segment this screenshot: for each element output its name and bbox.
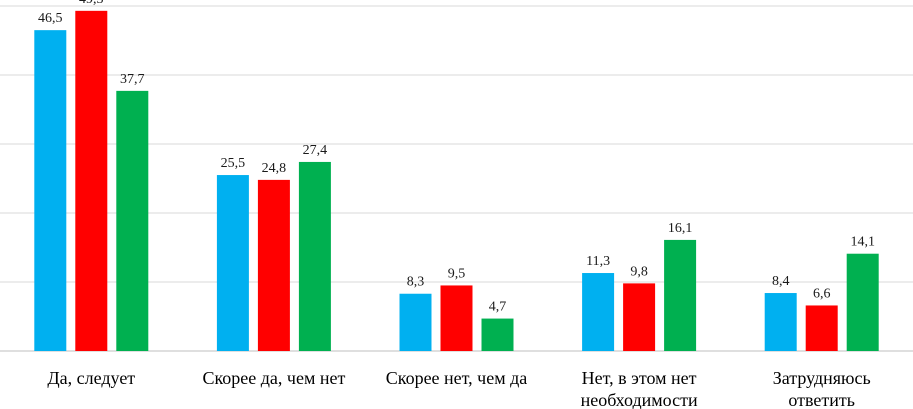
bar [623, 283, 656, 351]
category-label-line: Нет, в этом нет [582, 368, 697, 388]
bar [116, 90, 149, 352]
data-label: 37,7 [120, 72, 145, 87]
data-label: 24,8 [262, 161, 287, 176]
bar [298, 161, 331, 351]
bar [664, 239, 697, 351]
data-label: 8,4 [772, 274, 790, 289]
category-label: Да, следует [47, 368, 135, 388]
category-label-line: Скорее да, чем нет [202, 368, 345, 388]
bar [34, 30, 67, 352]
category-label-line: Скорее нет, чем да [386, 368, 528, 388]
data-labels: 46,5 49,3 37,7 25,5 24,8 27,4 8,3 9,5 4,7 11,3 9,8… [38, 0, 875, 315]
bar [764, 293, 797, 351]
bar [399, 293, 432, 351]
bars [34, 10, 879, 352]
category-label-line: необходимости [581, 390, 698, 409]
data-label: 27,4 [303, 143, 328, 158]
bar [75, 10, 108, 352]
data-label: 14,1 [850, 235, 875, 250]
category-label: Затрудняюсь ответить [773, 368, 871, 409]
bar [440, 285, 473, 351]
bar [257, 179, 290, 351]
category-label-line: Затрудняюсь [773, 368, 871, 388]
data-label: 49,3 [79, 0, 104, 7]
category-labels: Да, следует Скорее да, чем нет Скорее нет,… [47, 368, 870, 409]
data-label: 6,6 [813, 286, 831, 301]
data-label: 25,5 [221, 156, 246, 171]
data-label: 16,1 [668, 221, 693, 236]
data-label: 8,3 [407, 275, 425, 290]
category-label-line: Да, следует [47, 368, 135, 388]
data-label: 9,5 [448, 266, 466, 281]
data-label: 11,3 [586, 254, 610, 269]
bar [582, 273, 615, 351]
data-label: 9,8 [630, 264, 648, 279]
category-label: Нет, в этом нет необходимости [581, 368, 698, 409]
bar [805, 305, 838, 351]
category-label: Скорее нет, чем да [386, 368, 528, 388]
bar [481, 318, 514, 351]
data-label: 46,5 [38, 11, 63, 26]
category-label-line: ответить [788, 390, 855, 409]
category-label: Скорее да, чем нет [202, 368, 345, 388]
bar [216, 175, 249, 351]
bar [846, 253, 879, 351]
data-label: 4,7 [489, 300, 507, 315]
